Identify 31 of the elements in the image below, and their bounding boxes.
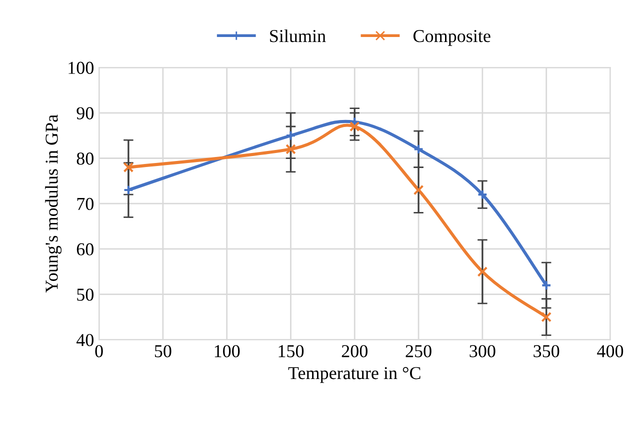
point bbox=[349, 121, 360, 132]
y-tick-label: 70 bbox=[77, 198, 94, 210]
legend-label: Silumin bbox=[270, 29, 326, 42]
point bbox=[413, 144, 424, 154]
point bbox=[477, 266, 488, 277]
point bbox=[286, 144, 296, 154]
x-tick-label: 400 bbox=[597, 345, 624, 358]
x-tick-label: 200 bbox=[342, 345, 368, 358]
point bbox=[541, 280, 552, 290]
y-tick-label: 90 bbox=[76, 107, 94, 120]
x-tick-label: 100 bbox=[214, 345, 240, 358]
point bbox=[123, 162, 134, 173]
legend-label: Composite bbox=[413, 30, 490, 46]
x-tick-label: 350 bbox=[534, 345, 560, 358]
y-axis-title: Young's modulus in GPa bbox=[45, 114, 62, 293]
x-axis-title: Temperature in °C bbox=[288, 367, 420, 383]
y-tick-label: 50 bbox=[77, 288, 94, 301]
point bbox=[123, 184, 134, 196]
y-tick-label: 100 bbox=[68, 62, 94, 74]
point bbox=[477, 189, 488, 200]
point bbox=[286, 130, 296, 141]
y-tick-label: 80 bbox=[76, 152, 94, 165]
x-tick-label: 150 bbox=[278, 345, 304, 358]
x-tick-label: 0 bbox=[95, 345, 103, 358]
point bbox=[541, 312, 552, 322]
x-tick-label: 300 bbox=[470, 345, 496, 358]
x-tick-label: 50 bbox=[154, 345, 172, 358]
point bbox=[413, 184, 424, 196]
y-tick-label: 60 bbox=[76, 243, 94, 256]
x-tick-label: 250 bbox=[406, 345, 432, 358]
y-tick-label: 40 bbox=[76, 334, 94, 346]
